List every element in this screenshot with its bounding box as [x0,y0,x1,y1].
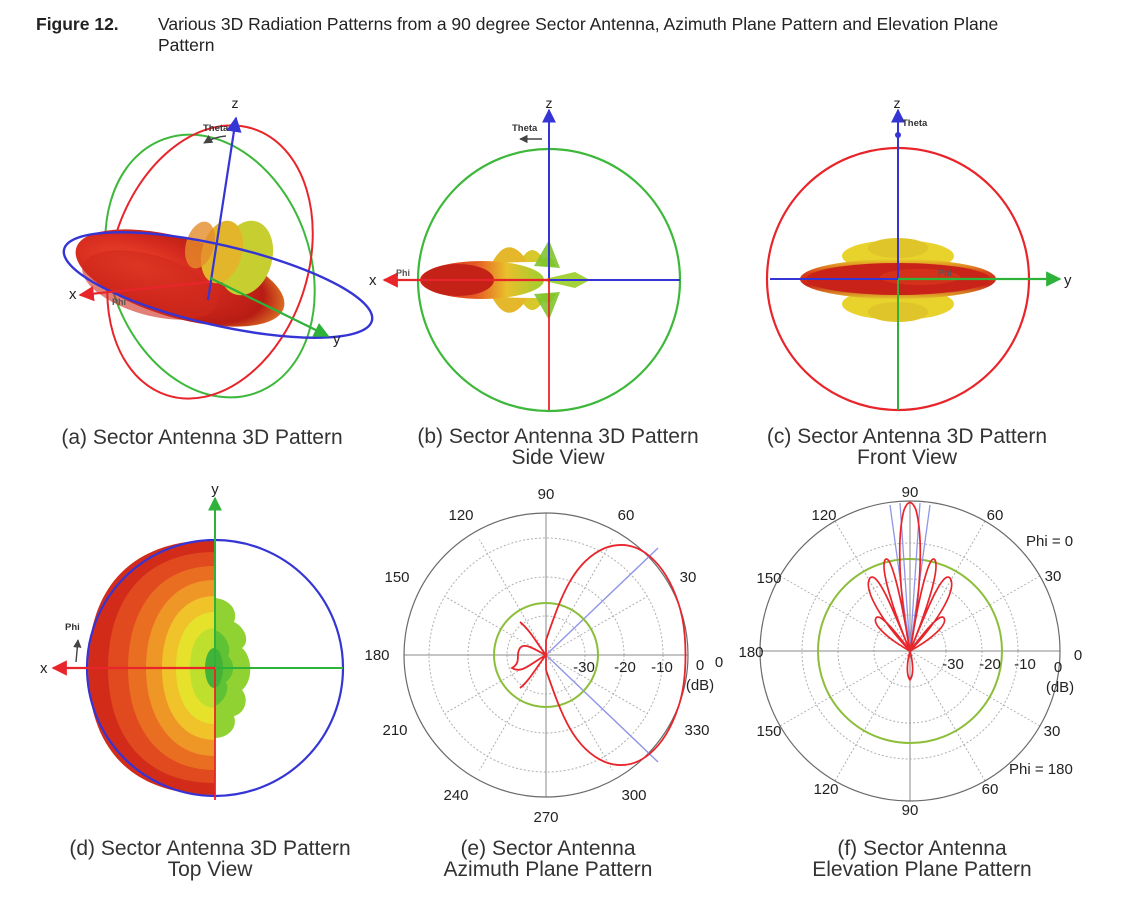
angle-label: 90 [902,484,919,501]
angle-label: 120 [813,781,838,798]
db-unit-label: (dB) [1046,679,1074,696]
angle-label: 210 [382,722,407,739]
theta-label: Theta [902,118,928,129]
phi-180-label: Phi = 180 [1009,761,1073,778]
caption-line: Azimuth Plane Pattern [443,858,653,881]
azimuth-angle-labels: 90 60 30 0 330 300 270 240 210 180 150 1… [364,486,723,826]
db-label: -10 [1014,656,1036,673]
axis-label-x: x [369,272,377,289]
elevation-pattern-curve [867,501,953,682]
panel-b-side-view: z x Theta Phi [369,95,682,413]
angle-label: 30 [1044,723,1061,740]
caption-line: (f) Sector Antenna [837,837,1007,860]
angle-label: 0 [715,654,723,671]
caption-line: (b) Sector Antenna 3D Pattern [417,425,699,448]
beam-edge-line [545,654,659,763]
angle-label: 120 [448,507,473,524]
elevation-db-labels: -30 -20 -10 0 (dB) [942,656,1074,696]
db-label: -30 [942,656,964,673]
angle-label: 180 [364,647,389,664]
angle-label: 30 [680,569,697,586]
db-label: 0 [1054,659,1062,676]
angle-label: 150 [756,570,781,587]
azimuth-pattern-curve [510,544,687,766]
panel-e-azimuth-polar: 90 60 30 0 330 300 270 240 210 180 150 1… [364,486,723,826]
axis-label-y: y [211,481,219,498]
panel-a-3d-pattern: z x y Theta Phi [62,95,374,400]
front-lobe-pattern [800,238,996,322]
caption-line: Elevation Plane Pattern [812,858,1032,881]
x-axis-line [78,280,211,302]
angle-label: 150 [756,723,781,740]
db-unit-label: (dB) [686,677,714,694]
caption-e: (e) Sector Antenna Azimuth Plane Pattern [368,838,728,880]
reference-circle [493,602,599,708]
db-label: 0 [696,657,704,674]
reference-circle [817,558,1003,744]
figure-title: Various 3D Radiation Patterns from a 90 … [158,14,999,55]
angle-label: 60 [987,507,1004,524]
axis-label-x: x [69,286,77,303]
caption-f: (f) Sector Antenna Elevation Plane Patte… [742,838,1102,880]
axis-label-y: y [333,331,341,348]
axis-label-z: z [546,95,553,111]
beam-edge-line [545,547,659,656]
angle-label: 270 [533,809,558,826]
elevation-angle-labels: 90 60 30 0 30 60 90 120 150 180 150 120 [738,484,1082,819]
phi-label: Phi [65,622,80,633]
angle-label: 300 [621,787,646,804]
main-lobe [75,220,285,327]
phi-0-label: Phi = 0 [1026,533,1073,550]
caption-c: (c) Sector Antenna 3D Pattern Front View [727,426,1087,468]
blue-circle [62,231,374,339]
angle-label: 0 [1074,647,1082,664]
figure-number: Figure 12. [36,14,119,34]
angle-label: 330 [684,722,709,739]
azimuth-db-labels: -30 -20 -10 0 (dB) [573,657,714,694]
angle-label: 150 [384,569,409,586]
phi-label: Phi [938,268,952,278]
db-label: -10 [651,659,673,676]
axis-label-z: z [232,95,239,111]
caption-b: (b) Sector Antenna 3D Pattern Side View [378,426,738,468]
angle-label: 120 [811,507,836,524]
angle-label: 60 [982,781,999,798]
panel-d-top-view: y x Phi [40,481,345,800]
db-label: -30 [573,659,595,676]
phi-label: Phi [112,297,126,307]
phi-label: Phi [396,268,410,278]
caption-d: (d) Sector Antenna 3D Pattern Top View [30,838,390,880]
caption-line: (a) Sector Antenna 3D Pattern [61,426,343,449]
caption-a: (a) Sector Antenna 3D Pattern [22,427,382,448]
axis-label-z: z [894,95,901,111]
caption-line: (c) Sector Antenna 3D Pattern [766,425,1048,448]
db-label: -20 [979,656,1001,673]
caption-line: (d) Sector Antenna 3D Pattern [69,837,351,860]
angle-label: 240 [443,787,468,804]
angle-label: 90 [538,486,555,503]
db-label: -20 [614,659,636,676]
caption-line: Top View [167,858,253,881]
axis-label-x: x [40,660,48,677]
panel-f-elevation-polar: 90 60 30 0 30 60 90 120 150 180 150 120 … [738,484,1082,819]
theta-arrow-icon [203,134,227,144]
phi-arrow-icon [73,639,82,663]
angle-label: 90 [902,802,919,819]
theta-label: Theta [512,123,538,134]
angle-label: 180 [738,644,763,661]
angle-label: 60 [618,507,635,524]
caption-line: Side View [511,446,605,469]
z-axis-line [206,116,242,301]
y-axis-line [209,277,330,337]
caption-line: Front View [857,446,957,469]
panel-c-front-view: z y Theta Phi [765,95,1072,412]
angle-label: 30 [1045,568,1062,585]
theta-label: Theta [203,123,229,134]
axis-label-y: y [1064,272,1072,289]
caption-line: (e) Sector Antenna [460,837,636,860]
